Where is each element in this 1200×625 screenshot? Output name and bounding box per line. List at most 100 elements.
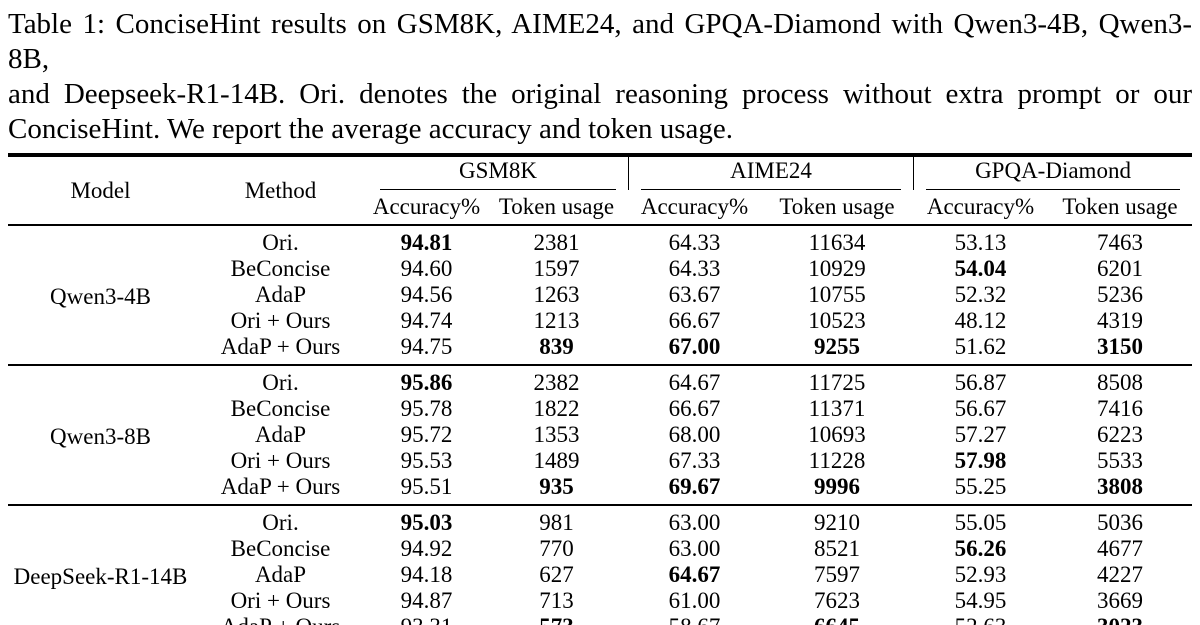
value-cell: 627 — [539, 562, 574, 587]
value-cell: 3669 — [1097, 588, 1143, 613]
method-cell: AdaP — [254, 282, 307, 307]
group-header-gsm8k: GSM8K — [368, 157, 628, 190]
value-cell: 64.33 — [668, 230, 721, 255]
value-cell: 9210 — [761, 504, 913, 536]
value-cell: 11228 — [808, 448, 866, 473]
table-caption: Table 1: ConciseHint results on GSM8K, A… — [8, 7, 1192, 147]
value-cell: 11725 — [761, 364, 913, 396]
value-cell: 2381 — [533, 230, 580, 255]
method-cell: AdaP + Ours — [220, 474, 341, 499]
value-cell: 52.32 — [954, 282, 1007, 307]
value-cell: 63.67 — [668, 282, 721, 307]
method-cell: AdaP + Ours — [220, 334, 341, 359]
method-cell: Ori + Ours — [230, 308, 331, 333]
value-cell: 48.12 — [954, 308, 1007, 333]
value-cell: 8521 — [814, 536, 860, 561]
value-cell: 3808 — [1097, 474, 1143, 499]
value-cell: 11371 — [808, 396, 866, 421]
value-cell: 56.87 — [913, 364, 1048, 396]
value-cell: 68.00 — [668, 422, 721, 447]
model-name-cell: DeepSeek-R1-14B — [8, 504, 193, 625]
table-row: BeConcise 94.92 770 63.00 8521 56.26 4677 — [8, 536, 1192, 562]
table-row: Qwen3-8B Ori. 95.86 2382 64.67 11725 56.87 8508 — [8, 364, 1193, 449]
method-cell: Ori + Ours — [230, 588, 331, 613]
method-cell: AdaP — [254, 562, 307, 587]
results-table: Model Method GSM8K AIME24 GPQA-Diamond A… — [8, 153, 1193, 625]
method-cell: BeConcise — [230, 536, 331, 561]
value-cell: 52.63 — [913, 614, 1048, 625]
value-cell: 9255 — [814, 334, 860, 359]
value-cell: 7623 — [814, 588, 860, 613]
value-cell: 69.67 — [668, 474, 721, 499]
value-cell: 1822 — [533, 396, 580, 421]
caption-line-1: Table 1: ConciseHint results on GSM8K, A… — [8, 8, 1192, 75]
subheader-gpqa-token-usage: Token usage — [1048, 190, 1193, 226]
value-cell: 66.67 — [668, 396, 721, 421]
value-cell: 94.74 — [400, 308, 453, 333]
value-cell: 7416 — [1097, 396, 1143, 421]
value-cell: 9996 — [814, 474, 860, 499]
method-cell: Ori + Ours — [230, 448, 331, 473]
table-row: AdaP 95.72 1353 68.00 10693 57.27 6223 — [8, 422, 1192, 448]
value-cell: 61.00 — [668, 588, 721, 613]
method-cell: BeConcise — [230, 256, 331, 281]
value-cell: 51.62 — [954, 334, 1007, 359]
value-cell: 935 — [539, 474, 574, 499]
value-cell: 56.26 — [954, 536, 1007, 561]
group-label: GPQA-Diamond — [975, 158, 1131, 183]
subheader-gsm8k-token-usage: Token usage — [485, 190, 628, 226]
value-cell: 6645 — [761, 614, 913, 625]
value-cell: 95.72 — [400, 422, 453, 447]
table-row: AdaP + Ours93.3157358.67664552.633023 — [8, 614, 1192, 625]
method-cell: AdaP — [254, 422, 307, 447]
value-cell: 95.03 — [368, 504, 485, 536]
value-cell: 95.53 — [400, 448, 453, 473]
col-header-model: Model — [8, 157, 193, 226]
value-cell: 94.87 — [400, 588, 453, 613]
value-cell: 10693 — [808, 422, 866, 447]
caption-line-2: and Deepseek-R1-14B. Ori. denotes the or… — [8, 78, 1192, 110]
value-cell: 63.00 — [628, 504, 761, 536]
subheader-aime24-token-usage: Token usage — [761, 190, 913, 226]
caption-line-3: ConciseHint. We report the average accur… — [8, 113, 734, 145]
value-cell: 5236 — [1097, 282, 1143, 307]
value-cell: 66.67 — [668, 308, 721, 333]
value-cell: 839 — [539, 334, 574, 359]
subheader-aime24-accuracy: Accuracy% — [628, 190, 761, 226]
table-row: DeepSeek-R1-14B Ori. 95.03 981 63.00 9210 55.0… — [8, 504, 1193, 589]
table-row: Qwen3-4B Ori. 94.81 2381 64.33 11634 53.13 7463 — [8, 226, 1192, 309]
table-row: AdaP + Ours 95.51 935 69.67 9996 55.25 3808 — [8, 474, 1192, 504]
value-cell: 94.92 — [400, 536, 453, 561]
method-cell: BeConcise — [230, 396, 331, 421]
value-cell: 4677 — [1097, 536, 1143, 561]
value-cell: 5036 — [1048, 504, 1193, 536]
value-cell: 67.33 — [668, 448, 721, 473]
value-cell: 64.67 — [628, 364, 761, 396]
col-header-method: Method — [193, 157, 368, 226]
table-row: Ori + Ours 94.87 713 61.00 7623 54.95 3669 — [8, 588, 1192, 614]
value-cell: 4319 — [1097, 308, 1143, 333]
model-name-cell: Qwen3-8B — [8, 364, 193, 504]
method-cell: Ori. — [193, 504, 368, 536]
value-cell: 67.00 — [668, 334, 721, 359]
group-header-row: Model Method GSM8K AIME24 GPQA-Diamond — [8, 157, 1192, 226]
value-cell: 54.95 — [954, 588, 1007, 613]
value-cell: 64.33 — [668, 256, 721, 281]
table-row: Ori + Ours 95.53 1489 67.33 11228 57.98 5533 — [8, 448, 1192, 474]
value-cell: 94.18 — [400, 562, 453, 587]
group-header-aime24: AIME24 — [628, 157, 913, 190]
value-cell: 3023 — [1048, 614, 1192, 625]
table-row: BeConcise 95.78 1822 66.67 11371 56.67 7416 — [8, 396, 1192, 422]
value-cell: 6201 — [1097, 256, 1143, 281]
value-cell: 95.86 — [368, 364, 485, 396]
value-cell: 94.75 — [400, 334, 453, 359]
value-cell: 10523 — [808, 308, 866, 333]
value-cell: 10755 — [808, 282, 866, 307]
subheader-gsm8k-accuracy: Accuracy% — [368, 190, 485, 226]
value-cell: 94.81 — [400, 230, 453, 255]
value-cell: 1597 — [533, 256, 580, 281]
value-cell: 64.67 — [668, 562, 721, 587]
table-row: AdaP 94.18 627 64.67 7597 52.93 4227 — [8, 562, 1192, 588]
value-cell: 1213 — [533, 308, 580, 333]
